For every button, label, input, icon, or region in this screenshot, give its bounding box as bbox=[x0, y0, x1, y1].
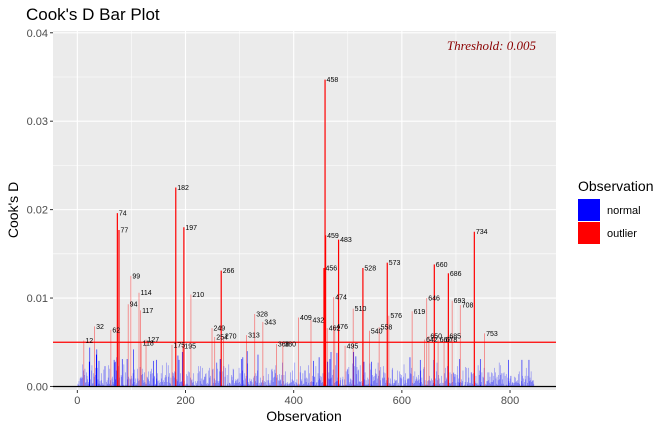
y-axis: 0.00 0.01 0.02 0.03 0.04 bbox=[27, 28, 53, 393]
outlier-label: 642 bbox=[426, 337, 438, 344]
outlier-label: 249 bbox=[214, 326, 226, 333]
outlier-label: 77 bbox=[120, 227, 128, 234]
legend-title: Observation bbox=[578, 178, 653, 194]
outlier-label: 118 bbox=[143, 341, 154, 348]
outlier-label: 182 bbox=[177, 185, 189, 192]
outlier-label: 734 bbox=[476, 229, 488, 236]
outlier-label: 753 bbox=[486, 331, 498, 338]
x-tick-label: 0 bbox=[74, 395, 80, 407]
outlier-label: 266 bbox=[223, 268, 235, 275]
outlier-label: 270 bbox=[225, 334, 237, 341]
outlier-label: 12 bbox=[85, 338, 93, 345]
outlier-label: 99 bbox=[132, 273, 140, 280]
outlier-label: 94 bbox=[130, 302, 138, 309]
outlier-label: 678 bbox=[446, 337, 458, 344]
outlier-label: 483 bbox=[340, 237, 352, 244]
outlier-label: 117 bbox=[142, 308, 153, 315]
outlier-label: 458 bbox=[327, 77, 339, 84]
y-axis-title: Cook's D bbox=[5, 182, 21, 238]
x-tick-label: 600 bbox=[393, 395, 411, 407]
outlier-label: 510 bbox=[355, 306, 367, 313]
outlier-label: 667 bbox=[440, 337, 452, 344]
outlier-label: 456 bbox=[325, 265, 337, 272]
outlier-label: 127 bbox=[148, 337, 160, 344]
y-tick-label: 0.03 bbox=[27, 116, 48, 128]
outlier-label: 686 bbox=[450, 271, 462, 278]
outlier-label: 195 bbox=[184, 343, 196, 350]
outlier-label: 74 bbox=[119, 211, 127, 218]
x-tick-label: 400 bbox=[285, 395, 303, 407]
outlier-label: 495 bbox=[347, 343, 359, 350]
outlier-label: 476 bbox=[336, 324, 348, 331]
x-tick-label: 800 bbox=[501, 395, 519, 407]
y-tick-label: 0.04 bbox=[27, 28, 48, 40]
outlier-label: 646 bbox=[428, 296, 440, 303]
y-tick-label: 0.00 bbox=[27, 381, 48, 393]
outlier-label: 459 bbox=[327, 233, 339, 240]
legend: Observation normal outlier bbox=[578, 178, 653, 244]
outlier-label: 558 bbox=[381, 325, 393, 332]
x-axis: 0 200 400 600 800 bbox=[74, 390, 519, 407]
x-tick-label: 200 bbox=[176, 395, 194, 407]
legend-outlier-swatch bbox=[578, 222, 600, 244]
x-axis-title: Observation bbox=[266, 408, 341, 424]
outlier-label: 474 bbox=[335, 295, 347, 302]
outlier-label: 210 bbox=[192, 292, 204, 299]
threshold-label: Threshold: 0.005 bbox=[447, 38, 537, 53]
outlier-bars bbox=[83, 79, 485, 387]
outlier-label: 660 bbox=[436, 262, 448, 269]
plot-panel bbox=[53, 31, 556, 390]
outlier-label: 197 bbox=[185, 225, 197, 232]
outlier-label: 409 bbox=[300, 315, 312, 322]
outlier-label: 576 bbox=[390, 313, 402, 320]
outlier-label: 368 bbox=[278, 342, 290, 349]
outlier-label: 650 bbox=[430, 334, 442, 341]
outlier-label: 708 bbox=[462, 303, 474, 310]
normal-bars bbox=[77, 347, 535, 387]
outlier-label: 693 bbox=[454, 298, 466, 305]
outlier-label: 432 bbox=[312, 318, 324, 325]
outlier-label: 528 bbox=[364, 265, 376, 272]
outlier-label: 619 bbox=[414, 309, 426, 316]
outlier-label: 573 bbox=[389, 260, 401, 267]
legend-normal-swatch bbox=[578, 199, 600, 221]
outlier-label: 254 bbox=[216, 334, 228, 341]
outlier-label: 380 bbox=[284, 342, 296, 349]
outlier-label: 685 bbox=[449, 334, 461, 341]
outlier-label: 62 bbox=[112, 327, 120, 334]
legend-outlier-label: outlier bbox=[607, 228, 637, 240]
outlier-label: 175 bbox=[173, 342, 185, 349]
outlier-label: 328 bbox=[256, 311, 268, 318]
outlier-label: 32 bbox=[96, 324, 104, 331]
outlier-label: 540 bbox=[371, 328, 383, 335]
outlier-label: 313 bbox=[248, 333, 260, 340]
chart-title: Cook's D Bar Plot bbox=[26, 5, 160, 24]
outlier-label: 343 bbox=[264, 319, 276, 326]
outlier-label: 114 bbox=[140, 290, 151, 297]
outlier-label: 462 bbox=[329, 326, 341, 333]
y-tick-label: 0.02 bbox=[27, 205, 48, 217]
legend-normal-label: normal bbox=[607, 205, 641, 217]
y-tick-label: 0.01 bbox=[27, 293, 48, 305]
